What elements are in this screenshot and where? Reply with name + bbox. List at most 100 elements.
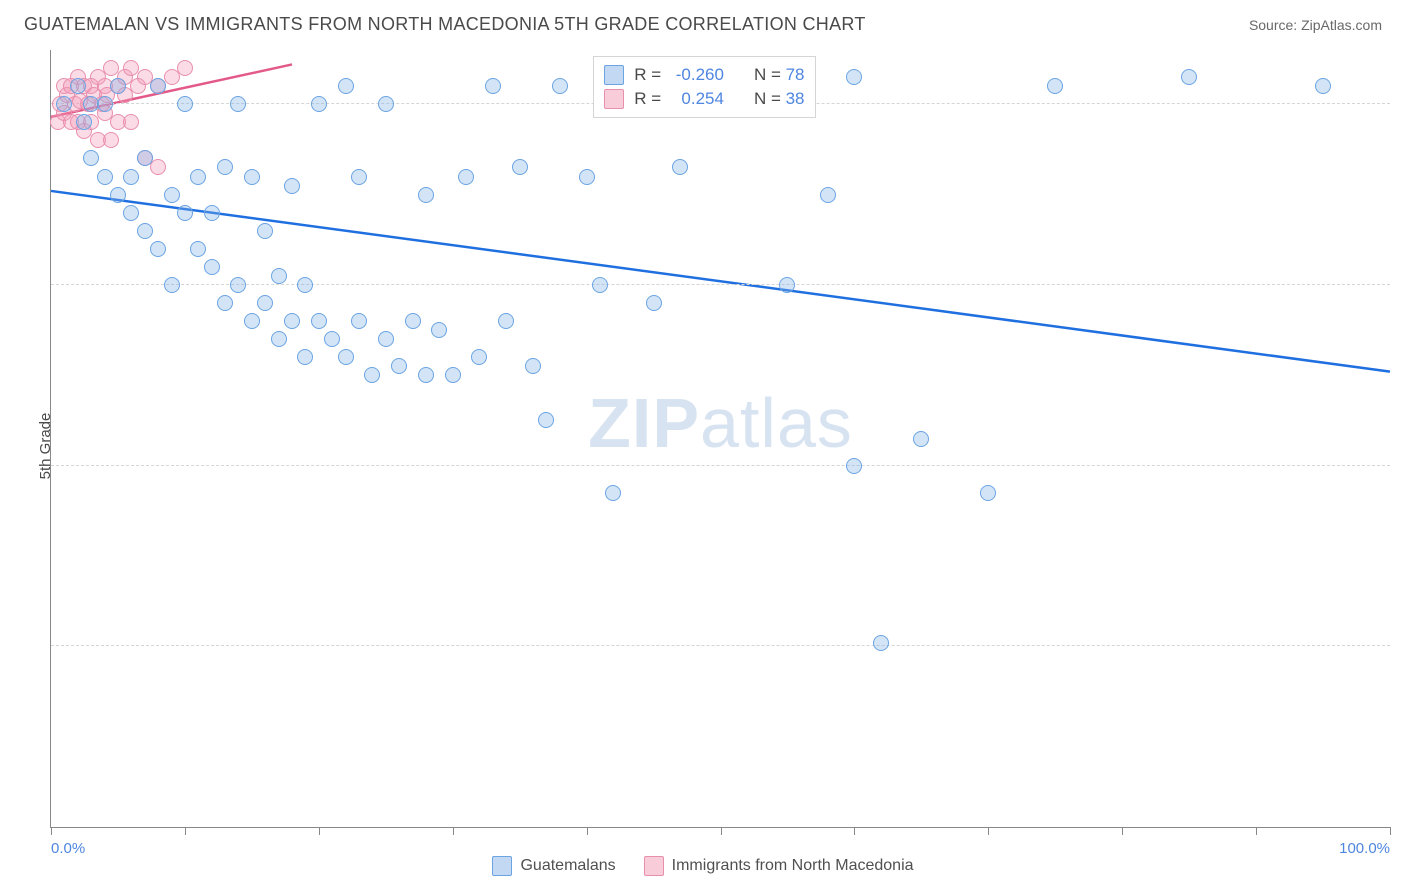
- data-point: [137, 223, 153, 239]
- data-point: [230, 277, 246, 293]
- data-point: [579, 169, 595, 185]
- legend-label-a: Guatemalans: [520, 857, 615, 875]
- legend-item-north-macedonia: Immigrants from North Macedonia: [644, 856, 914, 876]
- x-tick: [453, 827, 454, 835]
- x-tick-label: 100.0%: [1339, 840, 1390, 857]
- data-point: [1315, 78, 1331, 94]
- data-point: [123, 205, 139, 221]
- x-tick: [1390, 827, 1391, 835]
- data-point: [311, 313, 327, 329]
- data-point: [217, 295, 233, 311]
- data-point: [672, 159, 688, 175]
- stats-swatch: [604, 89, 624, 109]
- data-point: [605, 485, 621, 501]
- data-point: [846, 69, 862, 85]
- data-point: [351, 169, 367, 185]
- data-point: [271, 268, 287, 284]
- data-point: [76, 114, 92, 130]
- data-point: [123, 114, 139, 130]
- data-point: [471, 349, 487, 365]
- stats-swatch: [604, 65, 624, 85]
- data-point: [164, 187, 180, 203]
- data-point: [820, 187, 836, 203]
- data-point: [123, 169, 139, 185]
- data-point: [244, 313, 260, 329]
- data-point: [204, 205, 220, 221]
- data-point: [338, 78, 354, 94]
- legend-label-b: Immigrants from North Macedonia: [672, 857, 914, 875]
- data-point: [110, 78, 126, 94]
- chart-title: GUATEMALAN VS IMMIGRANTS FROM NORTH MACE…: [24, 14, 866, 35]
- data-point: [150, 241, 166, 257]
- data-point: [164, 277, 180, 293]
- n-label: N = 38: [754, 89, 805, 109]
- data-point: [110, 187, 126, 203]
- data-point: [552, 78, 568, 94]
- data-point: [846, 458, 862, 474]
- x-tick: [185, 827, 186, 835]
- n-value: 38: [786, 89, 805, 108]
- data-point: [70, 78, 86, 94]
- source-link[interactable]: ZipAtlas.com: [1301, 17, 1382, 33]
- data-point: [525, 358, 541, 374]
- gridline: [51, 465, 1390, 466]
- data-point: [284, 313, 300, 329]
- data-point: [204, 259, 220, 275]
- data-point: [646, 295, 662, 311]
- x-tick: [51, 827, 52, 835]
- n-value: 78: [786, 65, 805, 84]
- data-point: [217, 159, 233, 175]
- data-point: [230, 96, 246, 112]
- data-point: [1181, 69, 1197, 85]
- x-tick: [854, 827, 855, 835]
- source-prefix: Source:: [1249, 17, 1301, 33]
- r-value: -0.260: [666, 65, 724, 85]
- gridline: [51, 645, 1390, 646]
- data-point: [83, 150, 99, 166]
- stats-row: R = -0.260N = 78: [604, 63, 804, 87]
- data-point: [190, 169, 206, 185]
- data-point: [485, 78, 501, 94]
- data-point: [103, 132, 119, 148]
- data-point: [271, 331, 287, 347]
- data-point: [311, 96, 327, 112]
- data-point: [364, 367, 380, 383]
- data-point: [431, 322, 447, 338]
- data-point: [592, 277, 608, 293]
- y-tick-label: 80.0%: [1400, 440, 1406, 457]
- data-point: [284, 178, 300, 194]
- y-tick-label: 100.0%: [1400, 79, 1406, 96]
- data-point: [56, 96, 72, 112]
- data-point: [391, 358, 407, 374]
- y-tick-label: 90.0%: [1400, 259, 1406, 276]
- data-point: [418, 367, 434, 383]
- data-point: [244, 169, 260, 185]
- data-point: [351, 313, 367, 329]
- data-point: [150, 159, 166, 175]
- data-point: [297, 277, 313, 293]
- x-tick: [988, 827, 989, 835]
- data-point: [538, 412, 554, 428]
- x-tick: [319, 827, 320, 835]
- trend-line-a: [51, 191, 1390, 372]
- data-point: [779, 277, 795, 293]
- data-point: [190, 241, 206, 257]
- data-point: [378, 96, 394, 112]
- data-point: [498, 313, 514, 329]
- data-point: [873, 635, 889, 651]
- data-point: [512, 159, 528, 175]
- data-point: [97, 169, 113, 185]
- y-tick-label: 70.0%: [1400, 621, 1406, 638]
- legend-item-guatemalans: Guatemalans: [492, 856, 615, 876]
- data-point: [338, 349, 354, 365]
- data-point: [405, 313, 421, 329]
- r-value: 0.254: [666, 89, 724, 109]
- data-point: [177, 205, 193, 221]
- x-tick-label: 0.0%: [51, 840, 85, 857]
- correlation-stats-box: R = -0.260N = 78R = 0.254N = 38: [593, 56, 815, 118]
- legend-swatch-a: [492, 856, 512, 876]
- data-point: [97, 96, 113, 112]
- stats-row: R = 0.254N = 38: [604, 87, 804, 111]
- bottom-legend: Guatemalans Immigrants from North Macedo…: [0, 856, 1406, 876]
- n-label: N = 78: [754, 65, 805, 85]
